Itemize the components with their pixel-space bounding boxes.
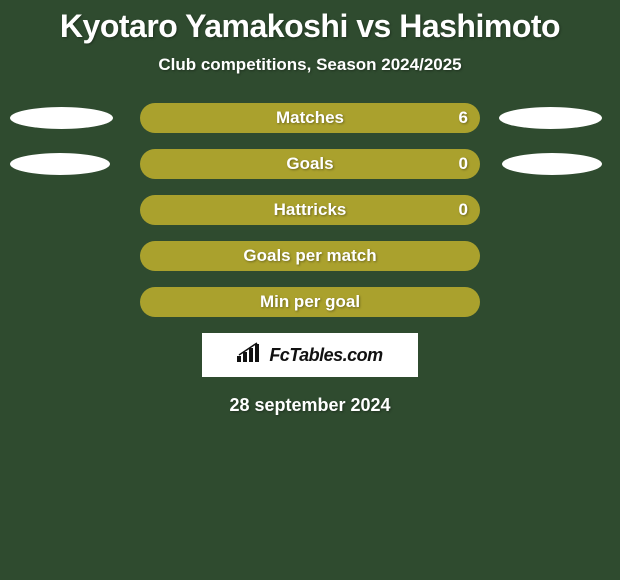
stat-label: Matches — [276, 108, 344, 128]
stat-bar: Goals per match — [140, 241, 480, 271]
comparison-row: Hattricks 0 — [0, 195, 620, 225]
stat-value-right: 0 — [459, 154, 468, 174]
page-title: Kyotaro Yamakoshi vs Hashimoto — [0, 8, 620, 45]
stat-bar: Goals 0 — [140, 149, 480, 179]
comparison-row: Goals per match — [0, 241, 620, 271]
stat-label: Min per goal — [260, 292, 360, 312]
stat-label: Goals — [286, 154, 333, 174]
stat-label: Goals per match — [243, 246, 376, 266]
player-left-ellipse — [10, 107, 113, 129]
comparison-rows: Matches 6 Goals 0 Hattricks 0 Goals per match M… — [0, 103, 620, 317]
stat-value-right: 0 — [459, 200, 468, 220]
player-left-ellipse — [10, 153, 110, 175]
stat-bar: Hattricks 0 — [140, 195, 480, 225]
player-right-ellipse — [502, 153, 602, 175]
stat-bar: Min per goal — [140, 287, 480, 317]
bar-chart-icon — [237, 342, 263, 369]
comparison-row: Min per goal — [0, 287, 620, 317]
brand-text: FcTables.com — [269, 345, 382, 366]
brand-box: FcTables.com — [202, 333, 418, 377]
comparison-infographic: Kyotaro Yamakoshi vs Hashimoto Club comp… — [0, 0, 620, 580]
player-right-ellipse — [499, 107, 602, 129]
page-subtitle: Club competitions, Season 2024/2025 — [0, 55, 620, 75]
comparison-row: Goals 0 — [0, 149, 620, 179]
comparison-row: Matches 6 — [0, 103, 620, 133]
stat-label: Hattricks — [274, 200, 347, 220]
stat-value-right: 6 — [459, 108, 468, 128]
stat-bar: Matches 6 — [140, 103, 480, 133]
date-text: 28 september 2024 — [0, 395, 620, 416]
